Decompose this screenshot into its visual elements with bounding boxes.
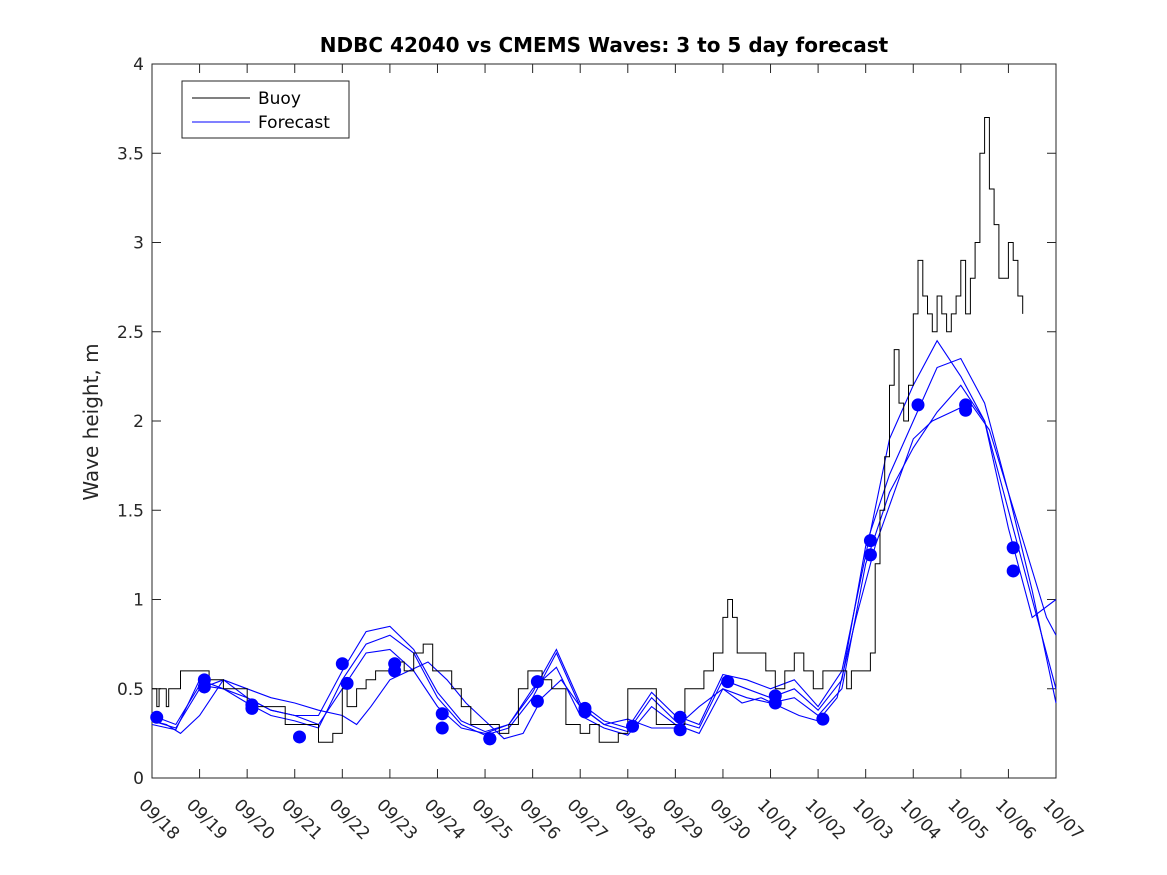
- x-tick-label: 09/21: [277, 795, 326, 844]
- x-tick-label: 09/27: [563, 795, 612, 844]
- y-tick-label: 0.5: [117, 680, 144, 700]
- y-tick-label: 0: [133, 769, 144, 789]
- y-tick-label: 2.5: [117, 323, 144, 343]
- forecast-marker: [530, 694, 544, 708]
- chart-title: NDBC 42040 vs CMEMS Waves: 3 to 5 day fo…: [320, 33, 889, 57]
- forecast-marker: [483, 732, 497, 746]
- forecast-line: [151, 357, 1057, 736]
- forecast-marker: [150, 710, 164, 724]
- forecast-marker: [388, 664, 402, 678]
- forecast-marker: [863, 534, 877, 548]
- x-tick-label: 09/18: [134, 795, 183, 844]
- forecast-marker: [959, 403, 973, 417]
- y-tick-label: 3: [133, 234, 144, 254]
- x-tick-label: 09/28: [610, 795, 659, 844]
- forecast-marker: [673, 710, 687, 724]
- x-tick-label: 09/22: [325, 795, 374, 844]
- x-tick-label: 09/19: [182, 795, 231, 844]
- y-tick-label: 2: [133, 412, 144, 432]
- y-tick-label: 3.5: [117, 144, 144, 164]
- buoy-line: [152, 117, 1024, 743]
- forecast-marker: [435, 721, 449, 735]
- y-axis-label: Wave height, m: [79, 343, 103, 500]
- forecast-marker: [340, 676, 354, 690]
- forecast-marker: [673, 723, 687, 737]
- forecast-marker: [435, 707, 449, 721]
- y-tick-label: 4: [133, 55, 144, 75]
- x-tick-label: 09/30: [705, 795, 754, 844]
- y-tick-label: 1.5: [117, 501, 144, 521]
- x-tick-label: 10/03: [848, 795, 897, 844]
- legend: Buoy Forecast: [181, 80, 350, 139]
- x-tick-label: 10/06: [991, 795, 1040, 844]
- forecast-marker: [245, 701, 259, 715]
- forecast-marker: [863, 548, 877, 562]
- x-tick-label: 09/25: [468, 795, 517, 844]
- y-tick-label: 1: [133, 591, 144, 611]
- forecast-marker: [626, 719, 640, 733]
- x-tick-label: 10/01: [753, 795, 802, 844]
- x-tick-label: 09/29: [658, 795, 707, 844]
- forecast-line: [151, 384, 1057, 736]
- x-tick-label: 09/23: [372, 795, 421, 844]
- forecast-marker: [911, 398, 925, 412]
- forecast-marker: [768, 696, 782, 710]
- forecast-marker: [1006, 541, 1020, 555]
- x-tick-label: 09/26: [515, 795, 564, 844]
- x-tick-label: 09/20: [230, 795, 279, 844]
- forecast-marker: [530, 675, 544, 689]
- x-tick-label: 09/24: [420, 795, 469, 844]
- legend-label-forecast: Forecast: [258, 113, 330, 133]
- forecast-marker: [335, 657, 349, 671]
- forecast-marker: [578, 705, 592, 719]
- forecast-marker: [1006, 564, 1020, 578]
- forecast-marker: [292, 730, 306, 744]
- x-tick-label: 10/07: [1038, 795, 1087, 844]
- plot-area: [151, 63, 1057, 779]
- x-tick-label: 10/02: [801, 795, 850, 844]
- x-tick-label: 10/04: [896, 795, 945, 844]
- forecast-marker: [197, 680, 211, 694]
- legend-box: [181, 80, 350, 139]
- forecast-marker: [816, 712, 830, 726]
- x-tick-label: 10/05: [943, 795, 992, 844]
- forecast-line: [151, 339, 1057, 733]
- forecast-marker: [721, 675, 735, 689]
- legend-label-buoy: Buoy: [258, 89, 301, 109]
